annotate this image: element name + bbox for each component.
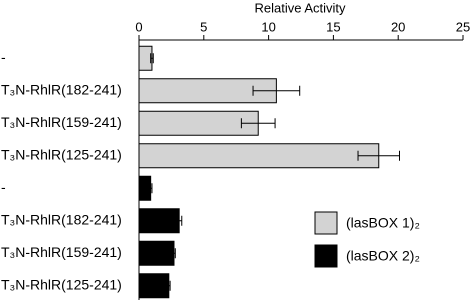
x-tick-label: 10 <box>261 19 275 34</box>
bar <box>138 143 380 169</box>
error-bar <box>148 183 153 194</box>
bar <box>138 45 153 71</box>
error-bar <box>172 248 176 259</box>
chart-title: Relative Activity <box>254 0 346 15</box>
error-bar <box>357 150 400 161</box>
x-tick-label: 5 <box>200 19 207 34</box>
y-tick-label: T₃N-RhlR(159-241) <box>1 114 122 130</box>
y-tick-label: T₃N-RhlR(125-241) <box>1 146 122 162</box>
y-tick-label: T₃N-RhlR(182-241) <box>1 81 122 97</box>
bar <box>138 208 180 234</box>
y-tick-label: T₃N-RhlR(125-241) <box>1 276 122 292</box>
y-tick-label: T₃N-RhlR(159-241) <box>1 244 122 260</box>
x-tick-label: 20 <box>391 19 405 34</box>
bar <box>138 240 175 266</box>
legend-label: (lasBOX 1)₂ <box>346 215 420 231</box>
x-tick-label: 0 <box>135 19 142 34</box>
error-bar <box>150 53 154 64</box>
bar <box>138 273 170 299</box>
error-bar <box>252 85 301 96</box>
x-tick-label: 25 <box>456 19 470 34</box>
error-bar <box>240 118 276 129</box>
y-tick-label: - <box>1 49 6 65</box>
x-tick-label: 15 <box>326 19 340 34</box>
error-bar <box>176 215 183 226</box>
legend-swatch <box>314 244 338 268</box>
y-tick-label: - <box>1 179 6 195</box>
legend-label: (lasBOX 2)₂ <box>346 248 420 264</box>
bar <box>138 110 259 136</box>
legend-swatch <box>314 211 338 235</box>
error-bar <box>167 280 171 291</box>
y-tick-label: T₃N-RhlR(182-241) <box>1 211 122 227</box>
